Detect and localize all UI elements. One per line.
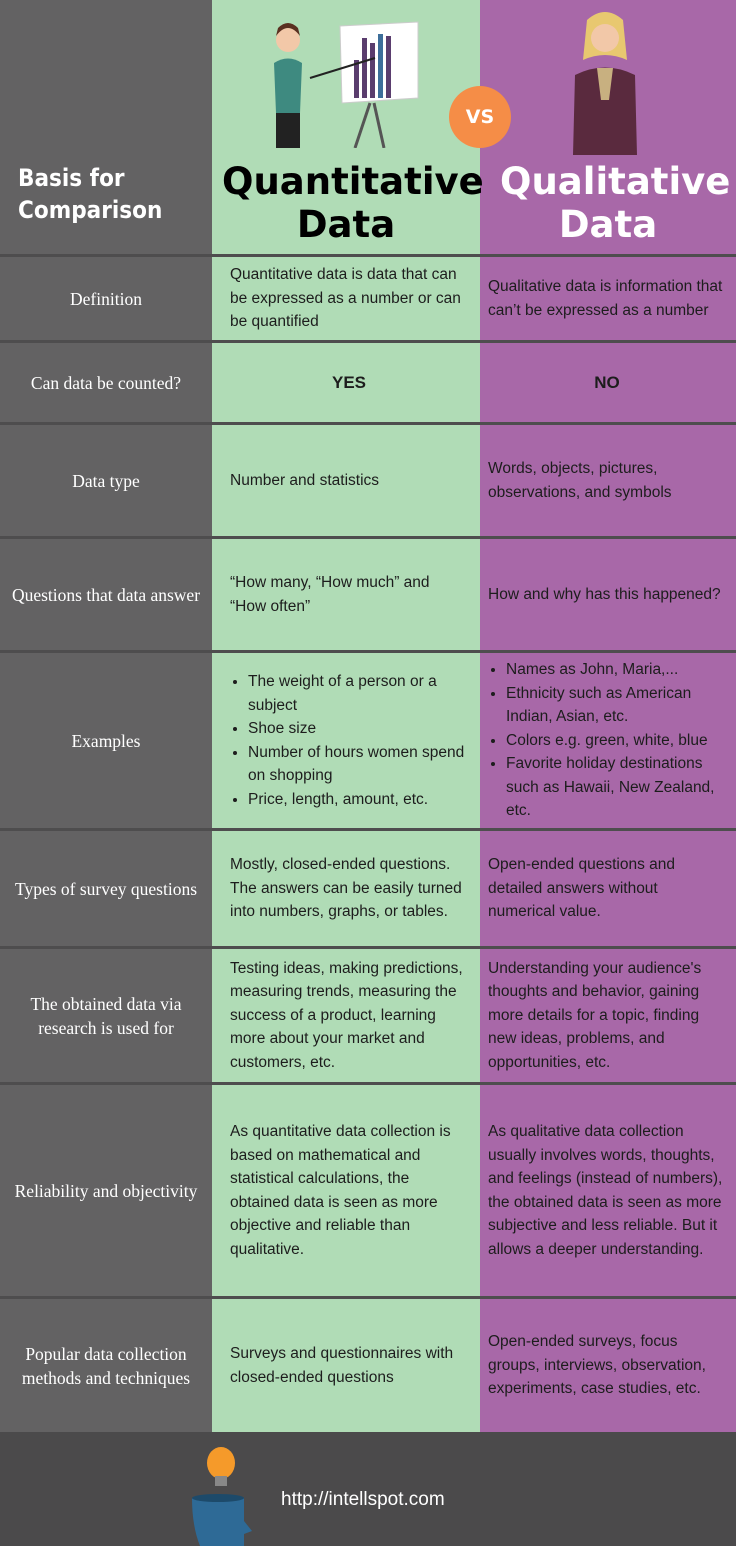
row-label: Types of survey questions: [14, 878, 197, 899]
comparison-row: Questions that data answer “How many, “Ho…: [0, 539, 736, 650]
row-label: Data type: [72, 470, 140, 491]
row-label: Definition: [70, 288, 142, 309]
comparison-row: Types of survey questions Mostly, closed-…: [0, 831, 736, 946]
basis-heading: Basis for Comparison: [18, 164, 163, 224]
comparison-row: Definition Quantitative data is data that…: [0, 257, 736, 340]
qualitative-cell: Names as John, Maria,...Ethnicity such a…: [480, 653, 736, 828]
qualitative-cell: As qualitative data collection usually i…: [488, 1123, 723, 1258]
row-label: Can data be counted?: [30, 372, 182, 393]
source-url[interactable]: http://intellspot.com: [281, 1489, 445, 1510]
quantitative-cell: Number and statistics: [230, 471, 380, 489]
label-column: [0, 0, 212, 1432]
row-divider: [0, 422, 736, 425]
quantitative-cell: Surveys and questionnaires with closed-e…: [230, 1345, 454, 1386]
quantitative-column: [212, 0, 480, 1432]
row-label: Examples: [71, 730, 141, 751]
row-divider: [0, 536, 736, 539]
comparison-row: Popular data collection methods and tech…: [0, 1299, 736, 1432]
row-label: The obtained data via research is used f…: [30, 993, 182, 1038]
row-divider: [0, 1296, 736, 1299]
row-label: Reliability and objectivity: [14, 1180, 198, 1201]
quantitative-cell: “How many, “How much” and “How often”: [230, 574, 430, 615]
lightbulb-head-icon: [192, 1447, 252, 1546]
quantitative-heading: Quantitative Data: [222, 160, 484, 246]
quantitative-cell: The weight of a person or a subjectShoe …: [212, 653, 480, 828]
row-label: Questions that data answer: [11, 584, 201, 605]
vs-badge: VS: [449, 86, 511, 148]
businesswoman-illustration: [573, 12, 637, 155]
list-item: Price, length, amount, etc.: [248, 788, 468, 812]
list-item: Colors e.g. green, white, blue: [506, 729, 726, 753]
qualitative-cell: Understanding your audience's thoughts a…: [488, 959, 702, 1071]
qualitative-cell: Words, objects, pictures, observations, …: [488, 460, 672, 501]
comparison-row: Reliability and objectivity As quantitati…: [0, 1085, 736, 1296]
row-divider: [0, 828, 736, 831]
comparison-row: Can data be counted? YES NO: [0, 343, 736, 422]
examples-list: The weight of a person or a subjectShoe …: [230, 670, 468, 811]
quantitative-cell: Mostly, closed-ended questions. The answ…: [230, 856, 462, 921]
footer: [0, 1432, 736, 1546]
comparison-row: The obtained data via research is used f…: [0, 949, 736, 1082]
list-item: Favorite holiday destinations such as Ha…: [506, 752, 726, 823]
quantitative-cell: Testing ideas, making predictions, measu…: [230, 959, 463, 1071]
quantitative-cell: Quantitative data is data that can be ex…: [230, 266, 461, 331]
row-divider: [0, 946, 736, 949]
qualitative-heading: Qualitative Data: [500, 160, 731, 246]
row-divider: [0, 1082, 736, 1085]
header: VS Basis for Comparison Quantitative Dat…: [0, 0, 736, 254]
row-divider: [0, 650, 736, 653]
qualitative-column: [480, 0, 736, 1432]
qualitative-cell: Qualitative data is information that can…: [488, 278, 723, 319]
list-item: Ethnicity such as American Indian, Asian…: [506, 682, 726, 729]
quantitative-cell: YES: [331, 372, 367, 392]
qualitative-cell: How and why has this happened?: [488, 585, 721, 603]
qualitative-cell: NO: [594, 372, 620, 392]
examples-list: Names as John, Maria,...Ethnicity such a…: [488, 658, 726, 823]
row-label: Popular data collection methods and tech…: [21, 1343, 191, 1388]
row-divider: [0, 254, 736, 257]
comparison-row: Examples The weight of a person or a subj…: [0, 653, 736, 828]
qualitative-cell: Open-ended surveys, focus groups, interv…: [488, 1333, 706, 1398]
list-item: Number of hours women spend on shopping: [248, 741, 468, 788]
list-item: The weight of a person or a subject: [248, 670, 468, 717]
comparison-row: Data type Number and statistics Words, obj…: [0, 425, 736, 536]
quantitative-cell: As quantitative data collection is based…: [230, 1123, 451, 1258]
row-divider: [0, 340, 736, 343]
qualitative-cell: Open-ended questions and detailed answer…: [488, 856, 676, 921]
list-item: Shoe size: [248, 717, 468, 741]
presenter-woman-illustration: [274, 21, 419, 148]
list-item: Names as John, Maria,...: [506, 658, 726, 682]
